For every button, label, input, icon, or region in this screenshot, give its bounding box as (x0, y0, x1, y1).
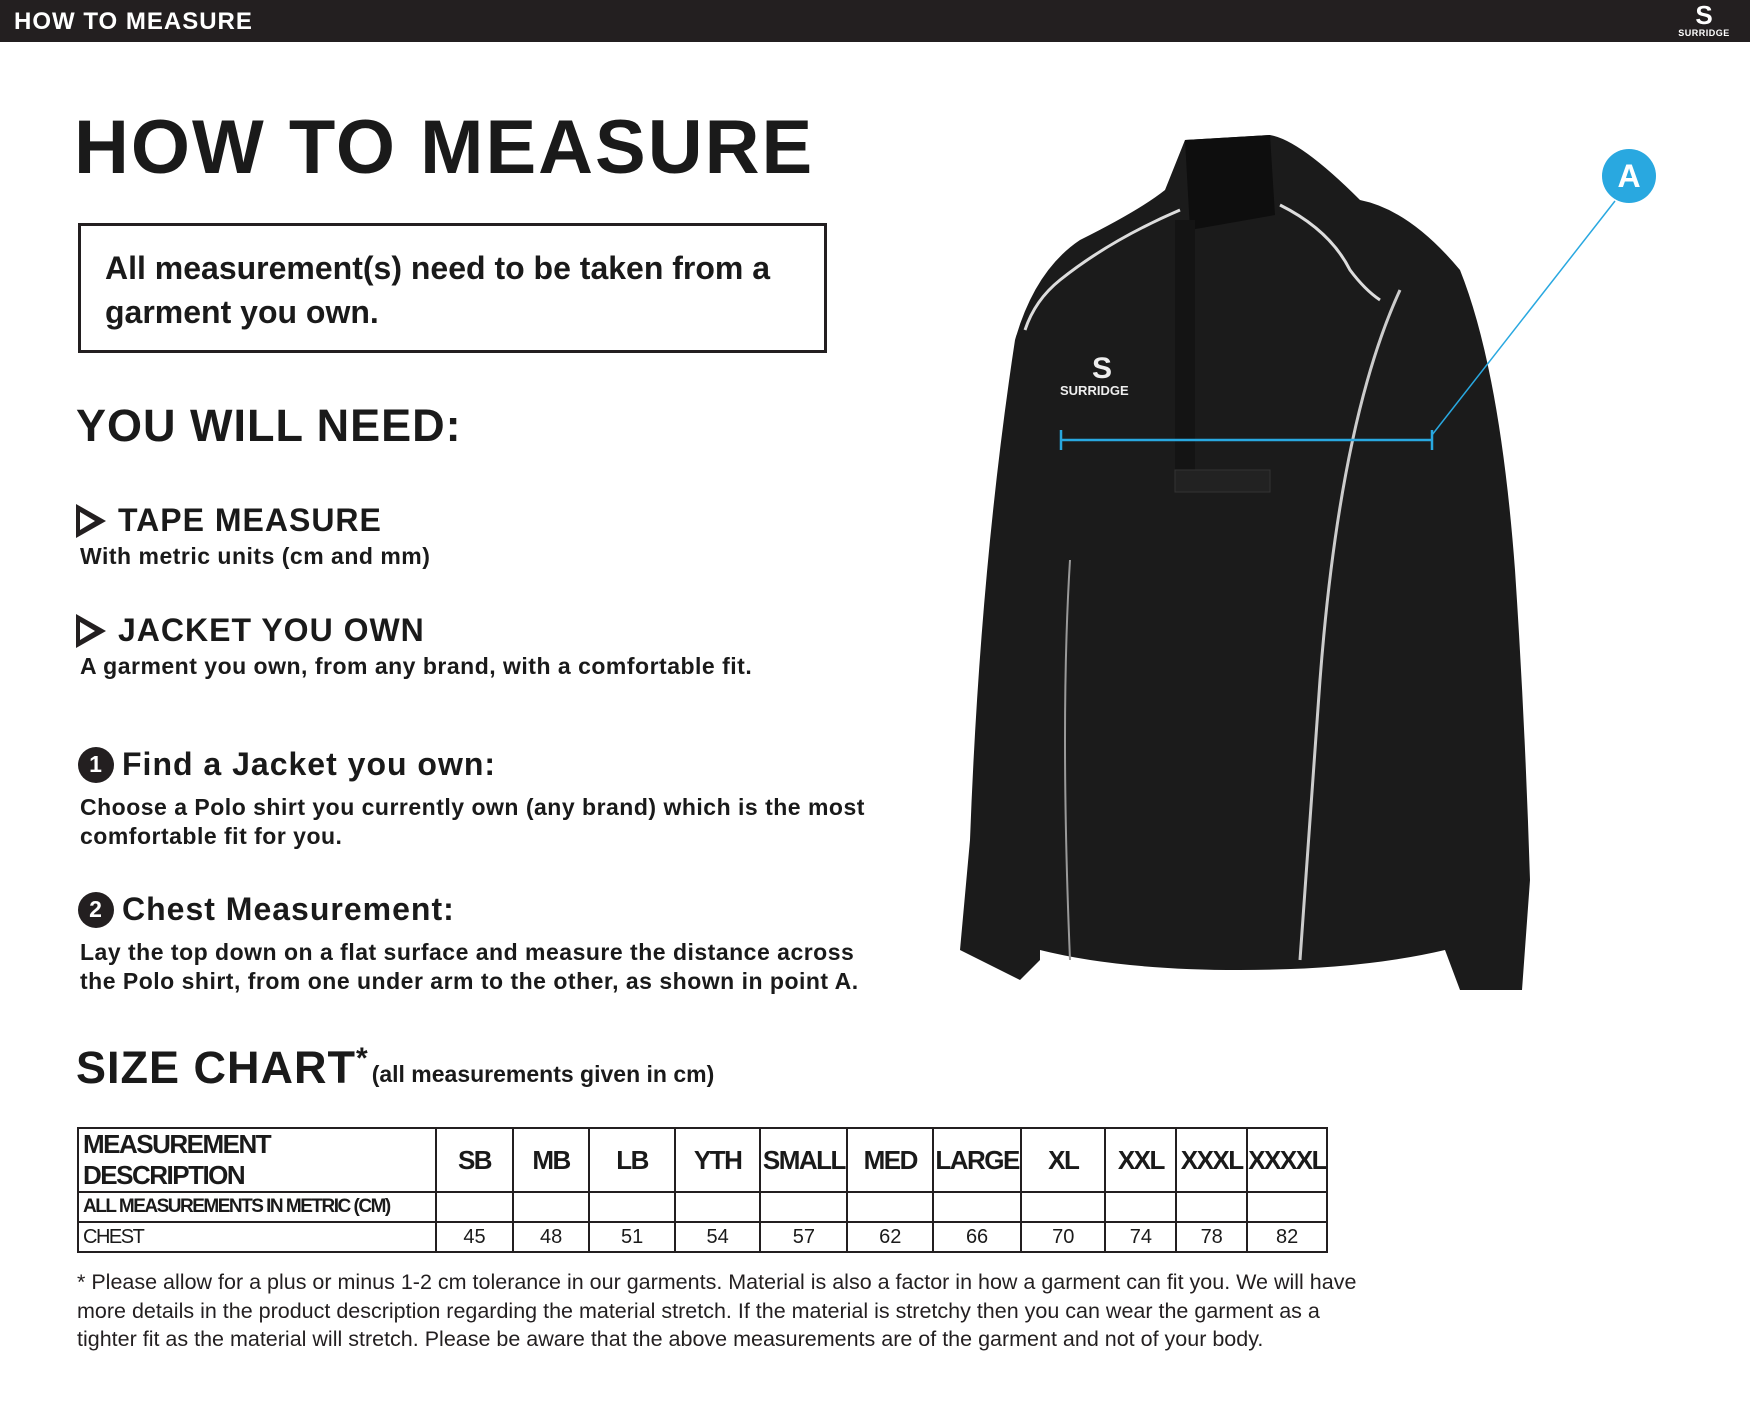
pointer-line (1431, 200, 1616, 436)
table-cell (435, 1191, 514, 1223)
footnote-line: more details in the product description … (77, 1298, 1320, 1323)
step-number-badge: 2 (78, 891, 114, 928)
table-cell (932, 1191, 1023, 1223)
description-header: MEASUREMENT DESCRIPTION (76, 1127, 438, 1193)
step-text: Choose a Polo shirt you currently own (a… (80, 794, 865, 820)
you-will-need-heading: YOU WILL NEED: (76, 400, 462, 451)
table-cell (1175, 1191, 1249, 1223)
table-cell (1020, 1191, 1107, 1223)
size-chart-title: SIZE CHART (76, 1042, 356, 1093)
size-header: SB (435, 1127, 514, 1193)
step-title: Chest Measurement: (122, 891, 455, 927)
table-cell (588, 1191, 676, 1223)
step-text: Lay the top down on a flat surface and m… (80, 939, 855, 965)
size-header: XXXL (1175, 1127, 1249, 1193)
need-item-subtitle: A garment you own, from any brand, with … (80, 653, 753, 679)
point-a-marker (1602, 149, 1656, 203)
table-cell: ALL MEASUREMENTS IN METRIC (CM) (76, 1191, 438, 1223)
triangle-bullet-icon (76, 613, 106, 648)
table-cell: 74 (1104, 1221, 1178, 1253)
top-bar: HOW TO MEASURE S SURRIDGE (0, 0, 1750, 42)
step-text: comfortable fit for you. (80, 823, 343, 849)
size-header: XXL (1104, 1127, 1178, 1193)
jacket-illustration: SURRIDGE S (960, 135, 1530, 990)
asterisk: * (356, 1042, 368, 1075)
page-title: HOW TO MEASURE (74, 105, 815, 190)
size-chart-note: (all measurements given in cm) (371, 1061, 715, 1087)
size-header: MED (846, 1127, 935, 1193)
size-chart-heading: SIZE CHART * (all measurements given in cm… (76, 1042, 714, 1094)
footnote-line: * Please allow for a plus or minus 1-2 c… (77, 1270, 1357, 1294)
table-cell: 45 (435, 1221, 514, 1253)
table-subheader-row: ALL MEASUREMENTS IN METRIC (CM) (76, 1191, 1328, 1223)
footnote-line: tighter fit as the material will stretch… (77, 1327, 1264, 1351)
point-a-label: A (1617, 158, 1640, 194)
need-item-subtitle: With metric units (cm and mm) (80, 543, 431, 569)
table-cell (846, 1191, 935, 1223)
size-header: SMALL (759, 1127, 849, 1193)
table-cell: 66 (932, 1221, 1023, 1253)
surridge-logo: S SURRIDGE (1678, 0, 1730, 38)
footnote: * Please allow for a plus or minus 1-2 c… (77, 1268, 1417, 1354)
size-header: LB (588, 1127, 676, 1193)
table-cell: 82 (1246, 1221, 1328, 1253)
table-row: CHEST 45 48 51 54 57 62 66 70 74 78 82 (76, 1221, 1328, 1253)
step-number-badge: 1 (78, 746, 114, 783)
size-chart-table: MEASUREMENT DESCRIPTION SB MB LB YTH SMALL MED… (76, 1127, 1328, 1253)
triangle-bullet-icon (76, 503, 106, 538)
table-cell: 51 (588, 1221, 676, 1253)
need-item-title: TAPE MEASURE (118, 502, 382, 538)
table-cell: 57 (759, 1221, 849, 1253)
step-text: the Polo shirt, from one under arm to th… (80, 968, 859, 994)
step-2: 2 Chest Measurement: Lay the top down on … (78, 891, 859, 996)
size-header: YTH (673, 1127, 762, 1193)
step-1: 1 Find a Jacket you own: Choose a Polo sh… (78, 746, 865, 851)
table-cell: 62 (846, 1221, 935, 1253)
table-cell (673, 1191, 762, 1223)
table-cell: 48 (511, 1221, 591, 1253)
table-cell (759, 1191, 849, 1223)
svg-text:S: S (1092, 352, 1112, 385)
jacket-diagram: SURRIDGE S A (960, 135, 1656, 990)
size-header: LARGE (932, 1127, 1023, 1193)
step-title: Find a Jacket you own: (122, 746, 497, 782)
table-cell: 78 (1175, 1221, 1249, 1253)
top-bar-title: HOW TO MEASURE (14, 8, 253, 35)
table-cell: 54 (673, 1221, 762, 1253)
table-cell (511, 1191, 591, 1223)
size-header: MB (511, 1127, 591, 1193)
size-header: XXXXL (1246, 1127, 1328, 1193)
need-item-jacket: JACKET YOU OWN A garment you own, from a… (76, 612, 752, 680)
svg-text:SURRIDGE: SURRIDGE (1060, 383, 1129, 398)
table-cell: CHEST (76, 1221, 438, 1253)
table-cell (1104, 1191, 1178, 1223)
need-item-title: JACKET YOU OWN (118, 612, 425, 648)
table-cell: 70 (1020, 1221, 1107, 1253)
size-header: XL (1020, 1127, 1107, 1193)
table-cell (1246, 1191, 1328, 1223)
notice-box: All measurement(s) need to be taken from… (78, 223, 827, 353)
table-header-row: MEASUREMENT DESCRIPTION SB MB LB YTH SMALL MED… (76, 1127, 1328, 1193)
need-item-tape: TAPE MEASURE With metric units (cm and m… (76, 502, 430, 570)
